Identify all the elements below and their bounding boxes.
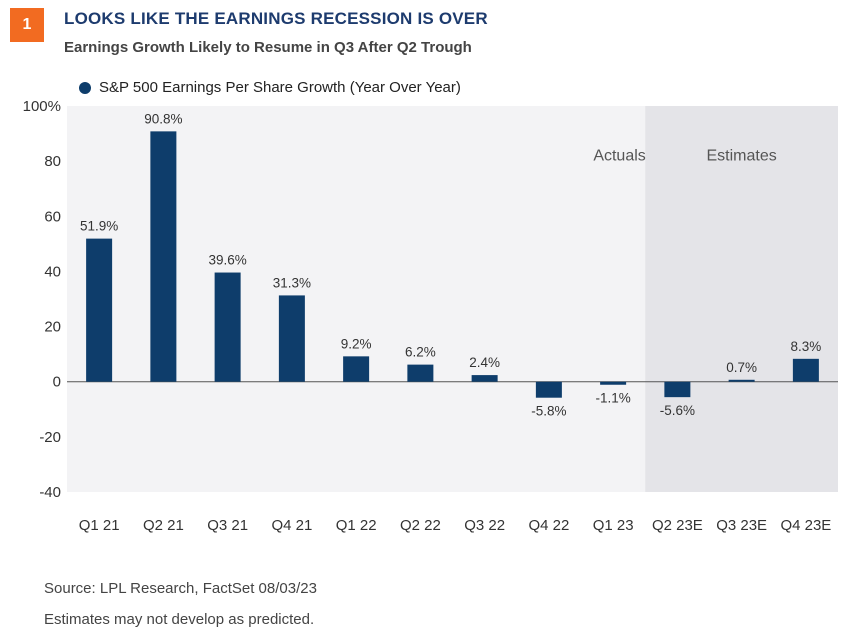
bar [728,379,755,382]
bar [86,238,113,382]
chart-legend: S&P 500 Earnings Per Share Growth (Year … [79,79,461,96]
chart-subtitle: Earnings Growth Likely to Resume in Q3 A… [64,39,472,56]
bar [600,381,627,385]
legend-dot-icon [79,81,91,94]
actuals-label: Actuals [593,148,645,165]
source-note: Source: LPL Research, FactSet 08/03/23 [44,580,317,597]
x-tick-label: Q2 22 [400,517,441,534]
y-tick-label: 100% [23,100,61,115]
chart-title: LOOKS LIKE THE EARNINGS RECESSION IS OVE… [64,9,488,28]
bar [343,356,370,382]
bar [664,381,691,398]
data-label: 90.8% [144,111,182,126]
y-tick-label: 20 [44,319,61,336]
x-tick-label: Q3 22 [464,517,505,534]
x-tick-label: Q3 23E [716,517,767,534]
x-tick-label: Q4 21 [271,517,312,534]
data-label: 8.3% [790,339,821,354]
data-label: -5.6% [660,403,695,418]
bar [535,381,562,398]
data-label: 0.7% [726,360,757,375]
data-label: 51.9% [80,219,118,234]
x-tick-label: Q4 23E [780,517,831,534]
bar [407,364,434,382]
data-label: 39.6% [208,253,246,268]
bar [150,131,177,382]
figure-number-badge: 1 [10,8,44,42]
data-label: -5.8% [531,404,566,419]
estimates-region [645,106,838,492]
y-tick-label: -40 [39,484,61,501]
x-tick-label: Q1 22 [336,517,377,534]
x-tick-label: Q4 22 [528,517,569,534]
data-label: 2.4% [469,355,500,370]
disclaimer-note: Estimates may not develop as predicted. [44,611,315,628]
bar [278,295,305,382]
y-tick-label: 60 [44,208,61,225]
data-label: 9.2% [341,336,372,351]
y-tick-label: 80 [44,153,61,170]
data-label: -1.1% [595,391,630,406]
x-tick-label: Q1 21 [79,517,120,534]
bar [471,375,498,382]
data-label: 31.3% [273,275,311,290]
y-tick-label: -20 [39,429,61,446]
estimates-label: Estimates [707,148,777,165]
x-tick-label: Q1 23 [593,517,634,534]
bar [792,358,819,382]
bar [214,272,241,382]
legend-label: S&P 500 Earnings Per Share Growth (Year … [99,79,461,96]
y-tick-label: 40 [44,263,61,280]
x-tick-label: Q2 21 [143,517,184,534]
y-tick-label: 0 [53,374,61,391]
x-tick-label: Q3 21 [207,517,248,534]
data-label: 6.2% [405,345,436,360]
bar-chart: 100% 80 60 40 20 0 -20 -40 Actuals Estimates 51.9%… [23,100,838,534]
x-tick-label: Q2 23E [652,517,703,534]
